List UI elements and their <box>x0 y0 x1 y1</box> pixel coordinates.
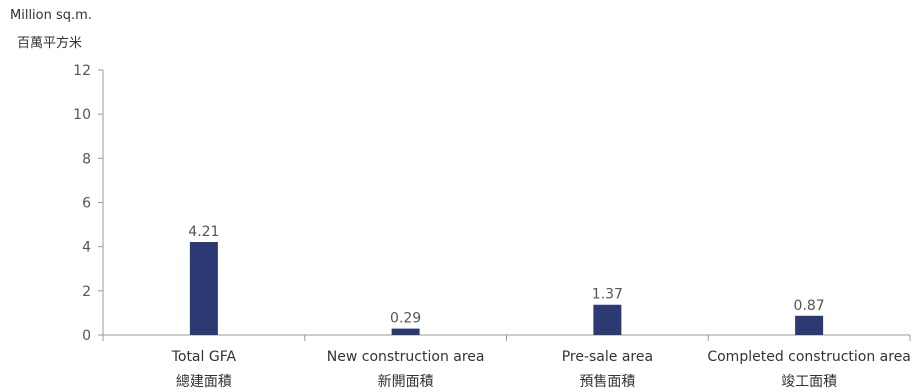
bars <box>189 242 824 335</box>
category-label-zh: 總建面積 <box>176 373 232 390</box>
category-label-en: Total GFA <box>171 349 237 365</box>
y-tick-label: 2 <box>82 284 91 300</box>
bar <box>391 328 420 335</box>
y-tick-label: 10 <box>73 107 91 123</box>
y-tick-label: 6 <box>82 196 91 212</box>
bar <box>189 242 218 335</box>
unit-label-en: Million sq.m. <box>10 8 92 23</box>
bar <box>795 315 824 335</box>
data-label: 0.87 <box>794 298 825 314</box>
y-unit-label: Million sq.m. 百萬平方米 <box>10 8 92 51</box>
y-tick-label: 0 <box>82 328 91 344</box>
category-label-en: Pre-sale area <box>562 349 653 365</box>
category-label-zh: 竣工面積 <box>781 374 837 390</box>
x-axis <box>102 334 911 341</box>
data-label: 4.21 <box>188 224 219 240</box>
data-label: 0.29 <box>390 311 421 327</box>
category-label-zh: 新開面積 <box>378 374 434 390</box>
data-labels: 4.21 0.29 1.37 0.87 <box>188 224 824 327</box>
category-labels: Total GFA 總建面積 New construction area 新開面積 Pr… <box>171 349 911 390</box>
y-tick-label: 12 <box>73 63 91 79</box>
y-axis: 0 2 4 6 8 10 12 <box>73 63 104 344</box>
data-label: 1.37 <box>592 287 623 303</box>
y-tick-label: 8 <box>82 151 91 167</box>
y-tick-label: 4 <box>82 240 91 256</box>
unit-label-zh: 百萬平方米 <box>17 35 82 51</box>
category-label-en: New construction area <box>327 349 485 365</box>
category-label-en: Completed construction area <box>707 349 911 365</box>
bar <box>593 304 622 335</box>
category-label-zh: 預售面積 <box>579 374 635 390</box>
